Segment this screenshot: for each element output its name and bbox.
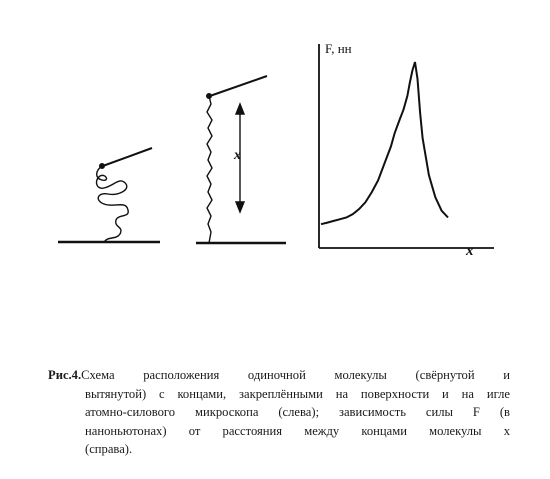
caption-body: вытянутой) с концами, закреплёнными на п…: [48, 385, 510, 459]
caption-line: атомно-силового микроскопа (слева); зави…: [85, 405, 510, 420]
coiled-molecule-illustration: [58, 147, 160, 244]
force-curve-series: [320, 61, 449, 226]
afm-tip-middle: [206, 75, 268, 98]
extension-label: x: [234, 148, 241, 163]
caption-first-line: Рис.4.Схема расположения одиночной молек…: [48, 366, 510, 385]
coiled-chain: [95, 165, 129, 243]
force-chart: [318, 44, 494, 249]
x-axis-label: x: [466, 243, 474, 259]
caption-line: Схема расположения одиночной молекулы (с…: [81, 368, 510, 382]
figure-panel: [58, 44, 494, 249]
figure-svg: [58, 44, 494, 249]
stretched-chain: [206, 95, 213, 244]
caption-line: наноньютонах) от расстояния между концам…: [85, 423, 510, 438]
extension-arrow: [234, 102, 246, 214]
afm-tip-left: [99, 147, 153, 168]
caption-line: (справа).: [85, 442, 133, 457]
figure-caption: Рис.4.Схема расположения одиночной молек…: [48, 366, 510, 459]
y-axis-label: F, нн: [325, 41, 352, 56]
caption-line: вытянутой) с концами, закреплёнными на п…: [85, 386, 510, 401]
stretched-molecule-illustration: [196, 75, 286, 245]
caption-label: Рис.4.: [48, 368, 82, 382]
